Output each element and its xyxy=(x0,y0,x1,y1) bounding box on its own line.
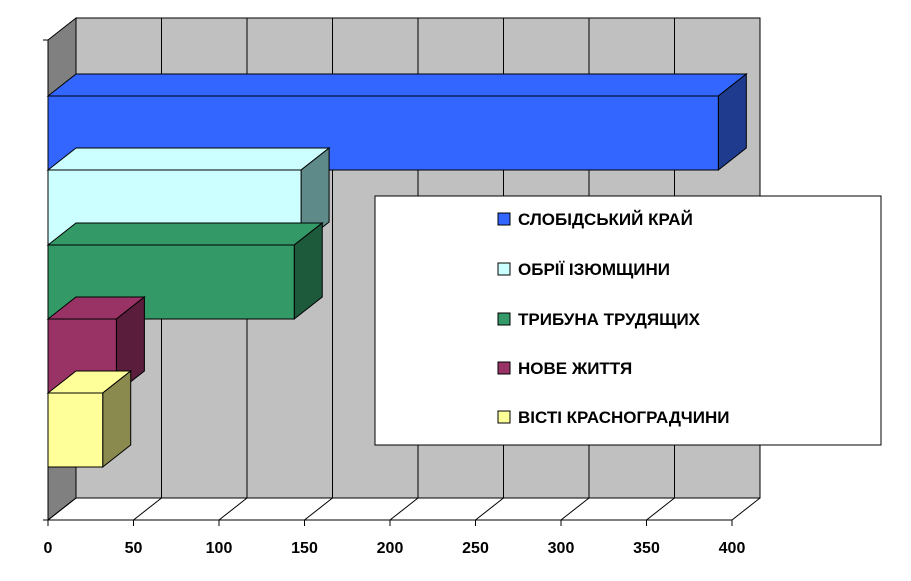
floor-gridline xyxy=(646,497,675,521)
x-axis: 0 50 100 150 200 250 300 350 400 xyxy=(43,39,746,557)
floor-gridline xyxy=(218,497,248,521)
bar-top-face xyxy=(46,73,748,97)
bar-top-face xyxy=(46,222,324,246)
floor-gridline xyxy=(560,497,590,521)
x-tick-label: 400 xyxy=(719,540,746,557)
legend-entry-label: ВІСТІ КРАСНОГРАДЧИНИ xyxy=(518,408,729,427)
legend-box xyxy=(374,195,882,446)
bar-front-face xyxy=(47,392,104,468)
floor-gridline xyxy=(731,497,761,521)
x-tick-label: 250 xyxy=(462,540,489,557)
floor-gridline xyxy=(133,497,162,521)
legend-entry-label: ТРИБУНА ТРУДЯЩИХ xyxy=(518,310,701,329)
x-tick-label: 50 xyxy=(125,540,143,557)
x-tick-label: 350 xyxy=(633,540,660,557)
floor-gridline xyxy=(475,497,504,521)
legend-swatch xyxy=(497,262,511,276)
floor-gridline xyxy=(304,497,333,521)
x-tick-label: 0 xyxy=(44,540,53,557)
legend: СЛОБІДСЬКИЙ КРАЙ ОБРІЇ ІЗЮМЩИНИ ТРИБУНА ТР… xyxy=(374,195,882,446)
legend-swatch xyxy=(497,410,511,424)
legend-entry-label: ОБРІЇ ІЗЮМЩИНИ xyxy=(518,260,670,279)
legend-swatch xyxy=(497,361,511,375)
legend-entry-label: НОВЕ ЖИТТЯ xyxy=(518,359,632,378)
x-tick-label: 100 xyxy=(206,540,233,557)
floor-gridline xyxy=(47,497,77,521)
x-tick-label: 200 xyxy=(377,540,404,557)
floor-gridline xyxy=(389,497,419,521)
legend-swatch xyxy=(497,312,511,326)
chart-bars xyxy=(46,72,748,469)
bar-3 xyxy=(46,221,324,321)
bar-top-face xyxy=(46,147,331,171)
legend-entry-label: СЛОБІДСЬКИЙ КРАЙ xyxy=(518,210,693,229)
bar-5 xyxy=(46,369,133,469)
legend-swatch xyxy=(497,212,511,226)
x-tick-label: 150 xyxy=(291,540,318,557)
x-tick-label: 300 xyxy=(548,540,575,557)
